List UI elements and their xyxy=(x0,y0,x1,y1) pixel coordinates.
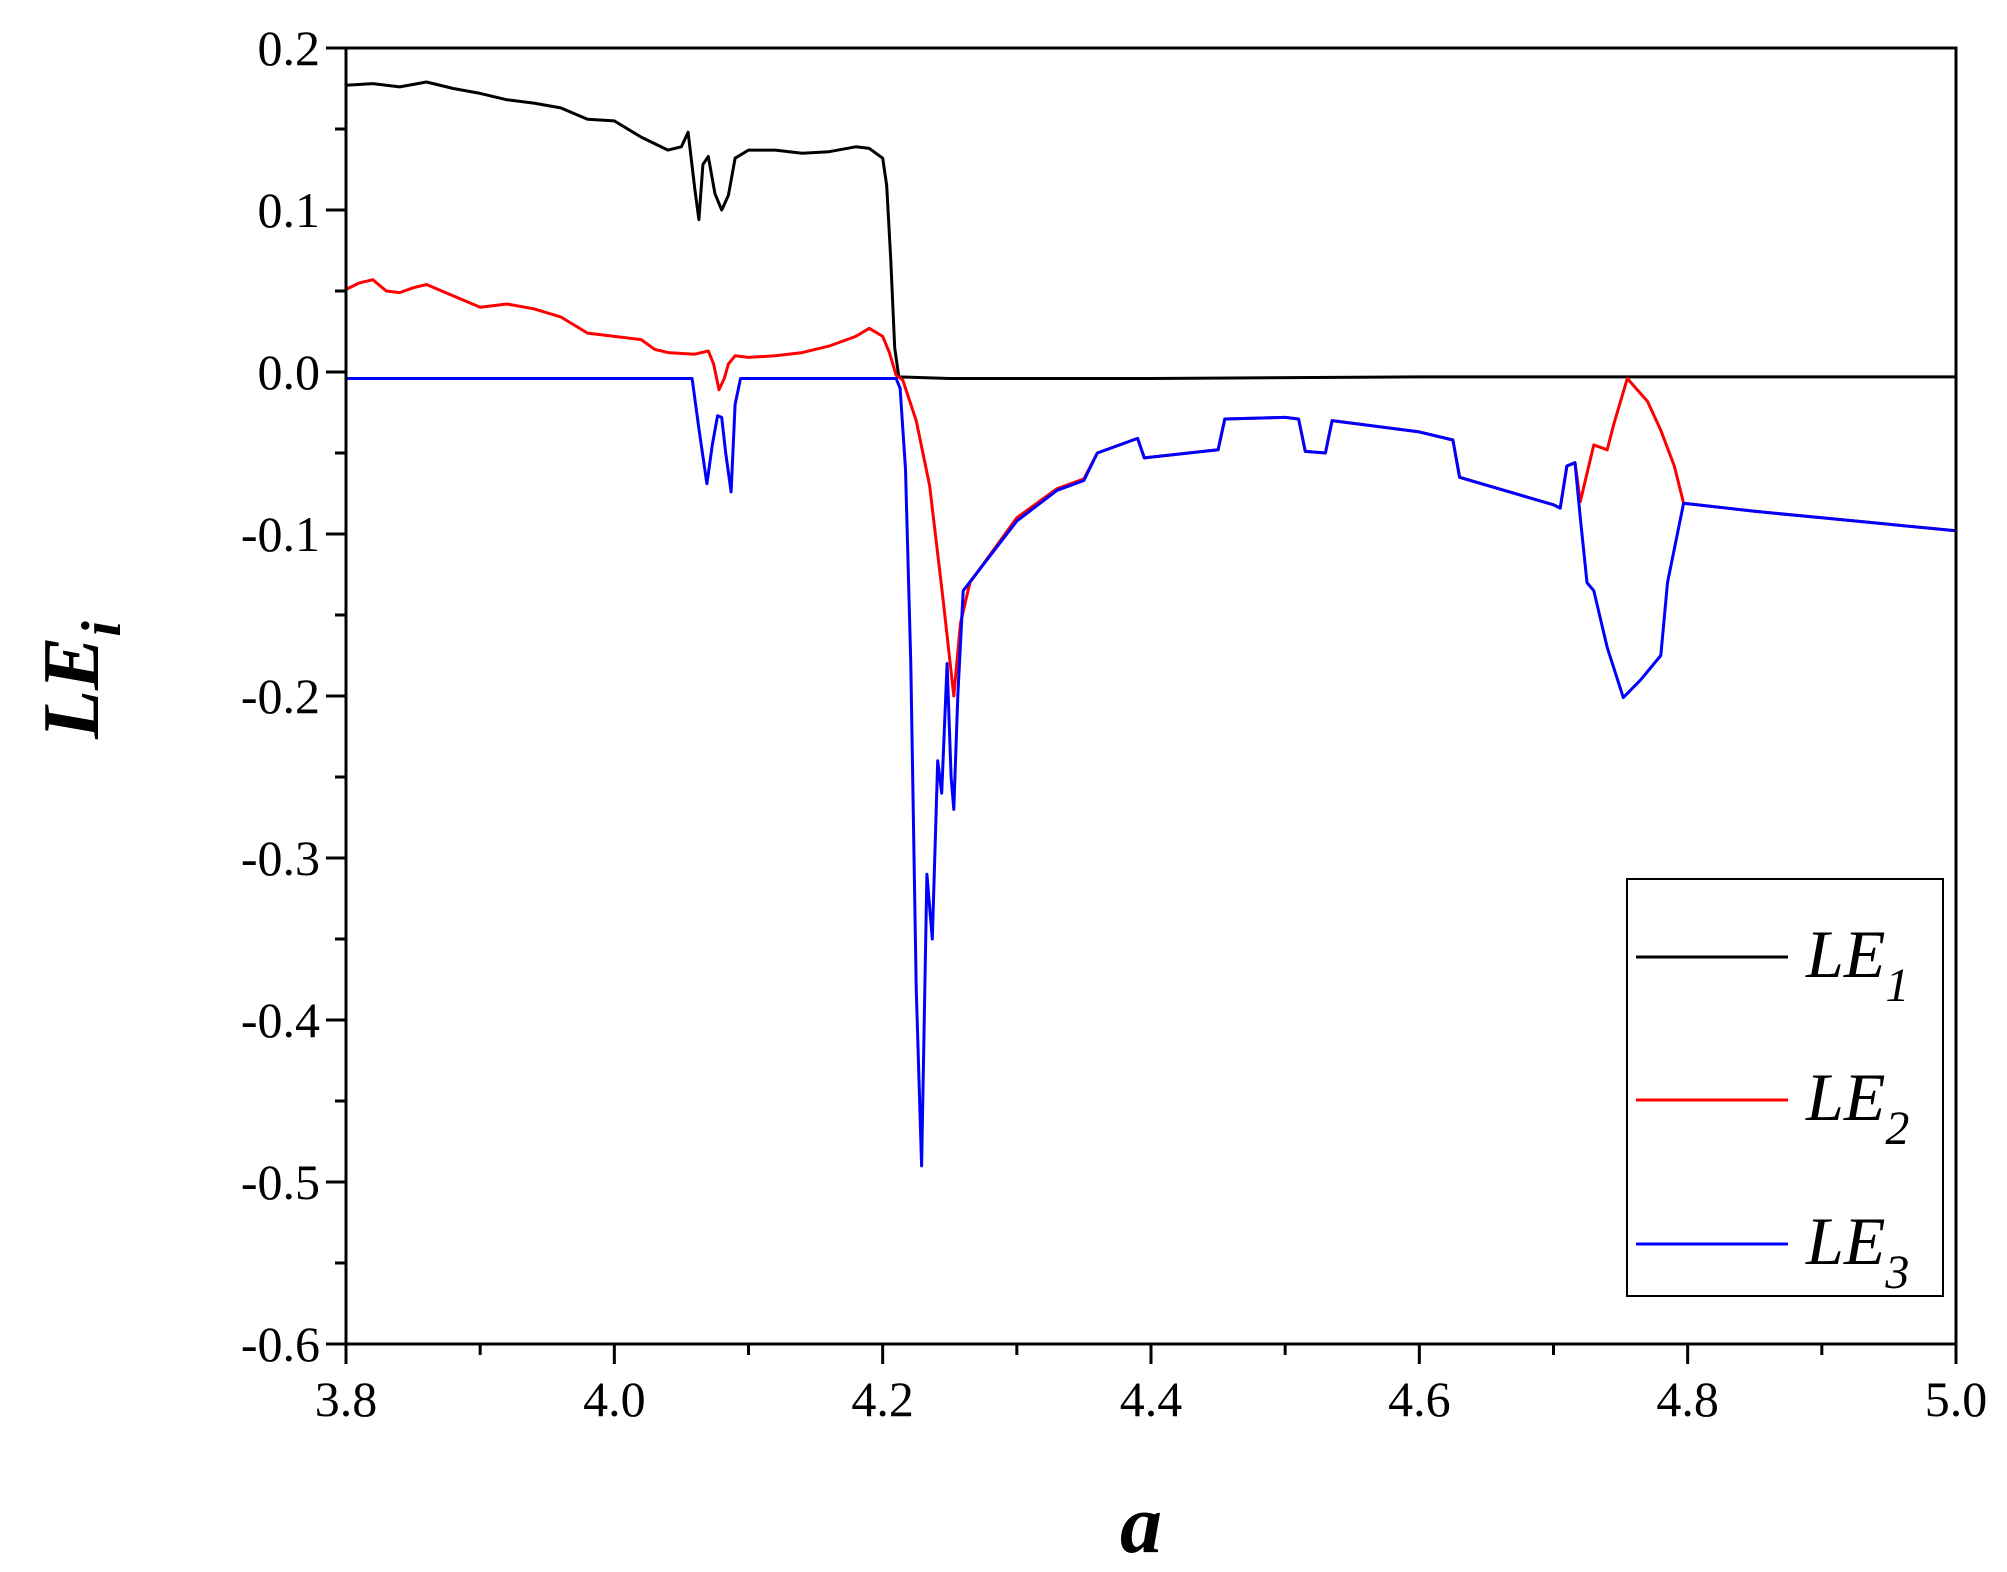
legend-label-le1: LE1 xyxy=(1805,916,1909,1012)
y-tick-label: -0.4 xyxy=(241,992,320,1048)
series-line-le1 xyxy=(345,80,1956,380)
series-layer xyxy=(345,80,1957,1168)
y-tick-label: 0.2 xyxy=(258,20,321,76)
y-tick-label: -0.3 xyxy=(241,830,320,886)
series-line-le2 xyxy=(345,278,1957,698)
x-tick-label: 3.8 xyxy=(315,1371,378,1427)
y-tick-label: 0.1 xyxy=(258,182,321,238)
series-line-le3 xyxy=(346,377,1957,1168)
y-tick-label: -0.6 xyxy=(241,1316,320,1372)
x-tick-label: 4.2 xyxy=(851,1371,914,1427)
axes-layer xyxy=(326,46,1958,1364)
y-tick-label: -0.1 xyxy=(241,506,320,562)
y-tick-label: -0.5 xyxy=(241,1154,320,1210)
legend-label-le2: LE2 xyxy=(1805,1059,1909,1155)
x-tick-label: 4.0 xyxy=(583,1371,646,1427)
labels-layer: 3.8 4.0 4.2 4.4 4.6 4.8 5.0 0.2 0.1 0.0 -0.1 -0.2 -0… xyxy=(28,20,1987,1571)
y-axis-title: LEi xyxy=(28,621,133,740)
x-tick-label: 4.8 xyxy=(1656,1371,1719,1427)
x-tick-label: 5.0 xyxy=(1925,1371,1988,1427)
x-tick-label: 4.4 xyxy=(1120,1371,1183,1427)
legend-box xyxy=(1626,878,1944,1297)
y-tick-label: -0.2 xyxy=(241,668,320,724)
y-tick-label: 0.0 xyxy=(258,344,321,400)
x-tick-label: 4.6 xyxy=(1388,1371,1451,1427)
legend-label-le3: LE3 xyxy=(1805,1203,1909,1299)
legend: LE1 LE2 LE3 xyxy=(1626,878,1944,1299)
x-axis-title: a xyxy=(1120,1478,1162,1571)
